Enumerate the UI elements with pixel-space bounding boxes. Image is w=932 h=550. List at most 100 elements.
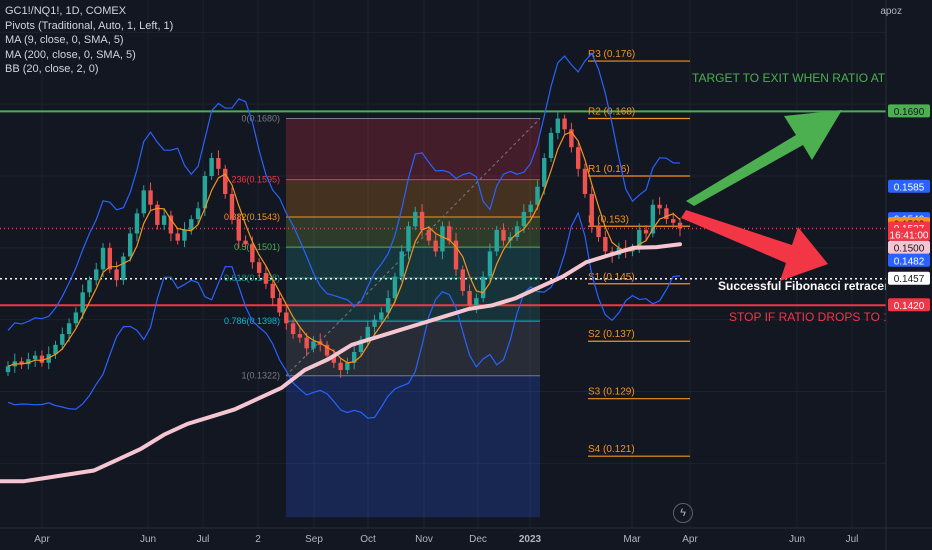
- price-tag-7: [888, 253, 930, 267]
- candle-body-7: [53, 344, 58, 355]
- pivot-label-3: P (0.153): [588, 214, 629, 225]
- pivot-label-4: S1 (0.145): [588, 272, 635, 283]
- target-arrow-icon: [686, 110, 842, 206]
- candle-body-85: [582, 168, 588, 194]
- indicator-pivots[interactable]: Pivots (Traditional, Auto, 1, Left, 1): [5, 19, 174, 32]
- candle-body-62: [426, 229, 432, 241]
- candle-body-82: [562, 118, 567, 130]
- candle-body-11: [80, 292, 85, 313]
- candle-body-3: [26, 359, 31, 365]
- candle-body-77: [528, 204, 533, 212]
- candle-body-65: [447, 226, 452, 241]
- candle-body-5: [39, 355, 45, 363]
- candle-body-9: [66, 323, 72, 335]
- price-tag-8: [888, 271, 930, 285]
- indicator-ma9[interactable]: MA (9, close, 0, SMA, 5): [5, 34, 124, 46]
- candle-body-39: [270, 283, 275, 299]
- candle-body-71: [487, 251, 493, 277]
- candle-body-27: [189, 219, 194, 230]
- price-label-7: 0.1482: [894, 256, 925, 267]
- price-tag-1: [888, 179, 930, 193]
- pivot-label-2: R1 (0.16): [588, 164, 630, 175]
- candle-body-41: [284, 312, 289, 324]
- candle-body-78: [535, 186, 540, 205]
- price-label-6: 0.1500: [894, 243, 925, 254]
- pivot-label-6: S3 (0.129): [588, 387, 635, 398]
- candle-body-12: [87, 280, 92, 293]
- symbol-title[interactable]: GC1!/NQ1!, 1D, COMEX: [5, 5, 127, 17]
- annotation-target: TARGET TO EXIT WHEN RATIO AT 16.9%: [692, 71, 923, 85]
- legend: GC1!/NQ1!, 1D, COMEX Pivots (Traditional…: [5, 4, 173, 77]
- candle-body-86: [589, 193, 594, 227]
- candle-body-54: [372, 319, 377, 327]
- candle-body-59: [406, 226, 411, 252]
- candle-body-52: [358, 339, 364, 352]
- candle-body-58: [399, 251, 404, 277]
- candle-body-34: [236, 219, 241, 241]
- candle-body-81: [555, 118, 561, 133]
- candle-body-24: [168, 215, 174, 234]
- x-tick-label-7: Dec: [469, 534, 487, 545]
- ma9-line: [7, 131, 681, 367]
- pivot-label-1: R2 (0.168): [588, 107, 635, 118]
- ma200-line: [0, 242, 682, 484]
- candle-body-76: [521, 211, 527, 227]
- candle-body-49: [338, 362, 343, 370]
- x-tick-label-12: Jul: [846, 534, 859, 545]
- candle-body-21: [148, 190, 153, 205]
- candle-body-22: [155, 204, 160, 225]
- x-tick-label-2: Jul: [197, 534, 210, 545]
- pivot-label-7: S4 (0.121): [588, 444, 635, 455]
- candle-body-14: [100, 247, 106, 270]
- candle-body-93: [637, 229, 642, 248]
- annotation-fibonacci: Successful Fibonacci retracement: [718, 279, 913, 293]
- fib-zone-0.786: [286, 321, 540, 376]
- candle-body-67: [460, 269, 465, 291]
- candle-body-36: [250, 244, 255, 263]
- candle-body-96: [657, 204, 662, 209]
- candle-body-10: [73, 312, 79, 324]
- candle-body-4: [32, 355, 38, 360]
- fib-zone-0.618: [286, 278, 540, 322]
- candle-body-55: [379, 312, 384, 320]
- candle-body-31: [216, 158, 221, 169]
- x-tick-label-3: 2: [255, 534, 261, 545]
- x-tick-label-0: Apr: [34, 534, 50, 545]
- candle-body-33: [229, 193, 235, 220]
- author-name: apoz: [880, 6, 902, 17]
- candle-body-25: [175, 233, 180, 241]
- candle-body-29: [202, 176, 208, 209]
- candle-body-37: [256, 262, 262, 273]
- fib-label-0.5: 0.5(0.1501): [234, 242, 280, 252]
- x-tick-label-8: 2023: [519, 534, 542, 545]
- candle-body-84: [575, 147, 581, 169]
- candle-body-2: [19, 361, 24, 365]
- fib-zone-0: [286, 118, 540, 180]
- candle-body-38: [263, 272, 269, 284]
- candle-body-32: [223, 168, 228, 194]
- pivot-label-5: S2 (0.137): [588, 329, 635, 340]
- candle-body-60: [413, 211, 418, 227]
- fib-label-0.236: 0.236(0.1595): [224, 175, 280, 185]
- tradingview-logo-icon[interactable]: ϟ: [673, 503, 693, 523]
- price-label-1: 0.1585: [894, 182, 925, 193]
- candle-body-83: [569, 129, 574, 148]
- candle-body-57: [392, 276, 398, 299]
- price-label-0: 0.1690: [894, 107, 925, 118]
- x-tick-label-11: Jun: [789, 534, 805, 545]
- indicator-bb[interactable]: BB (20, close, 2, 0): [5, 63, 99, 75]
- candle-body-23: [161, 215, 167, 225]
- candle-body-87: [596, 226, 601, 238]
- indicator-ma200[interactable]: MA (200, close, 0, SMA, 5): [5, 48, 136, 61]
- annotation-stop: STOP IF RATIO DROPS TO 14.2%: [729, 310, 918, 324]
- candle-body-44: [304, 337, 309, 349]
- fib-zone-0.236: [286, 179, 540, 217]
- candle-body-64: [440, 226, 445, 252]
- candle-body-69: [474, 298, 479, 306]
- bb-upper-line: [7, 52, 681, 331]
- candle-body-99: [677, 222, 683, 229]
- candle-body-17: [121, 256, 126, 281]
- fib-label-1: 1(0.1322): [241, 371, 280, 381]
- candle-body-88: [603, 237, 608, 252]
